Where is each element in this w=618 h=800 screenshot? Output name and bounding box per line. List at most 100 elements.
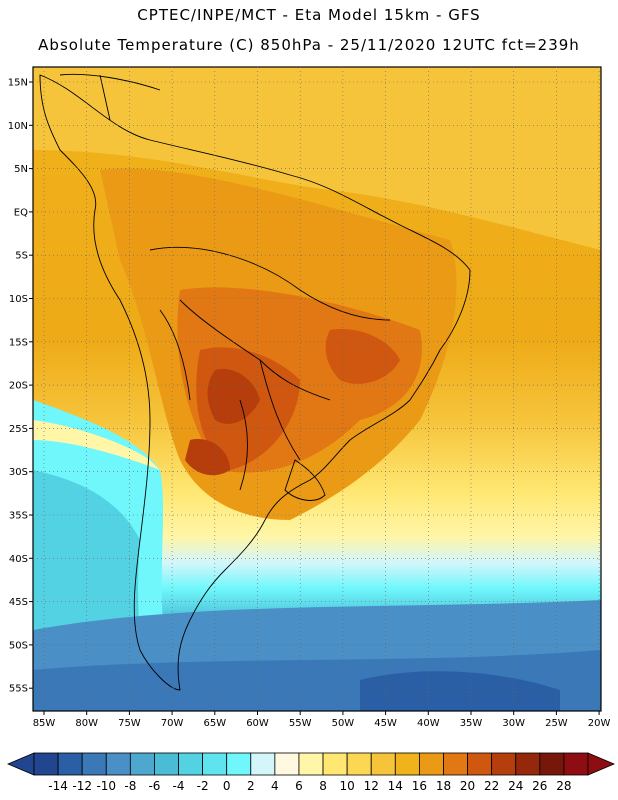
colorbar-label: -6 [148, 779, 160, 793]
lat-label: 35S [9, 511, 28, 522]
colorbar-label: -10 [96, 779, 116, 793]
plot-frame [32, 66, 602, 712]
colorbar-label: -12 [72, 779, 92, 793]
colorbar-label: 18 [436, 779, 451, 793]
south-america-coastline [39, 74, 471, 691]
lat-label: 10S [9, 294, 28, 305]
colorbar-above-arrow [587, 752, 616, 776]
lon-label: 20W [588, 718, 611, 729]
lat-label: 40S [9, 554, 28, 565]
lon-label: 70W [161, 718, 184, 729]
border-north [149, 246, 391, 321]
lon-label: 30W [502, 718, 525, 729]
colorbar-label: 20 [460, 779, 475, 793]
map-title: CPTEC/INPE/MCT - Eta Model 15km - GFS [137, 6, 481, 24]
colorbar-label: 2 [247, 779, 255, 793]
colorbar-swatch [370, 752, 396, 776]
country-borders [39, 73, 471, 691]
field-hot-chaco [185, 439, 230, 476]
colorbar-label: 8 [319, 779, 327, 793]
colorbar-swatch [129, 752, 155, 776]
colorbar-label: 4 [271, 779, 279, 793]
lat-label: 25S [9, 424, 28, 435]
temperature-field [33, 67, 601, 711]
lon-label: 65W [203, 718, 226, 729]
colorbar-label: 22 [484, 779, 499, 793]
lon-label: 55W [289, 718, 312, 729]
colorbar-swatch [322, 752, 348, 776]
colorbar-below-arrow [6, 752, 35, 776]
lat-label: 15N [8, 78, 28, 89]
field-north-warm [33, 67, 601, 250]
colorbar-label: -2 [197, 779, 209, 793]
uruguay-outline [284, 459, 326, 501]
lat-label: EQ [14, 207, 28, 218]
lat-label: 50S [9, 640, 28, 651]
lon-label: 35W [460, 718, 483, 729]
colorbar-swatch [467, 752, 493, 776]
colorbar-label: 24 [508, 779, 523, 793]
colorbar-swatch [57, 752, 83, 776]
colorbar-swatch [178, 752, 204, 776]
colorbar-swatch [539, 752, 565, 776]
lon-label: 60W [246, 718, 269, 729]
lat-label: 30S [9, 467, 28, 478]
colorbar-label: -14 [48, 779, 68, 793]
border-east [259, 359, 301, 461]
field-deep-cold-core [360, 671, 560, 711]
colorbar-swatch [250, 752, 276, 776]
lon-label: 25W [545, 718, 568, 729]
colorbar-swatch [81, 752, 107, 776]
border-west [159, 309, 191, 401]
lon-label: 45W [374, 718, 397, 729]
lon-label: 40W [417, 718, 440, 729]
lon-label: 75W [118, 718, 141, 729]
colorbar-swatch [515, 752, 541, 776]
latitude-labels: 15N 10N 5N EQ 5S 10S 15S 20S 25S 30S 35S 40S 45S 50S 5… [8, 78, 28, 695]
lat-label: 5N [14, 164, 28, 175]
colorbar-label: 16 [412, 779, 427, 793]
lat-label: 20S [9, 381, 28, 392]
colorbar-swatch [346, 752, 372, 776]
colorbar-swatch [394, 752, 420, 776]
colorbar-swatch [226, 752, 252, 776]
colorbar-label: 12 [364, 779, 379, 793]
lat-label: 55S [9, 684, 28, 695]
lat-label: 45S [9, 597, 28, 608]
colorbar-swatch [298, 752, 324, 776]
longitude-labels: 85W 80W 75W 70W 65W 60W 55W 50W 45W 40W 35W 30W 25W 2… [33, 718, 611, 729]
colorbar-swatch [563, 752, 589, 776]
colorbar-label: 0 [223, 779, 231, 793]
colorbar-swatch [154, 752, 179, 776]
colorbar-label: -8 [124, 779, 136, 793]
colorbar-swatch [105, 752, 131, 776]
colorbar-label: 10 [339, 779, 354, 793]
border-south [239, 399, 248, 491]
lon-label: 80W [75, 718, 98, 729]
central-america [59, 73, 161, 121]
colorbar-swatch [418, 752, 444, 776]
field-hot-secondary [325, 329, 400, 384]
colorbar-swatch [202, 752, 228, 776]
colorbar-label: 6 [295, 779, 303, 793]
border-center [179, 299, 331, 401]
lon-label: 50W [332, 718, 355, 729]
lat-label: 10N [8, 121, 28, 132]
graticule [29, 67, 601, 715]
lon-label: 85W [33, 718, 56, 729]
lat-label: 15S [9, 337, 28, 348]
colorbar-swatch [443, 752, 468, 776]
colorbar-label: 26 [532, 779, 547, 793]
colorbar-swatch [491, 752, 517, 776]
lat-label: 5S [15, 251, 28, 262]
colorbar-label: -4 [173, 779, 185, 793]
field-hot-max [207, 369, 260, 424]
colorbar-swatch [33, 752, 59, 776]
field-pacific-front [33, 420, 160, 470]
colorbar-label: 28 [556, 779, 571, 793]
colorbar: -14 -12 -10 -8 -6 -4 -2 0 2 4 6 8 10 12 14 16 18 20 22 24 26… [6, 752, 616, 793]
colorbar-label: 14 [388, 779, 403, 793]
colorbar-swatch [274, 752, 300, 776]
map-subtitle: Absolute Temperature (C) 850hPa - 25/11/… [38, 36, 580, 54]
